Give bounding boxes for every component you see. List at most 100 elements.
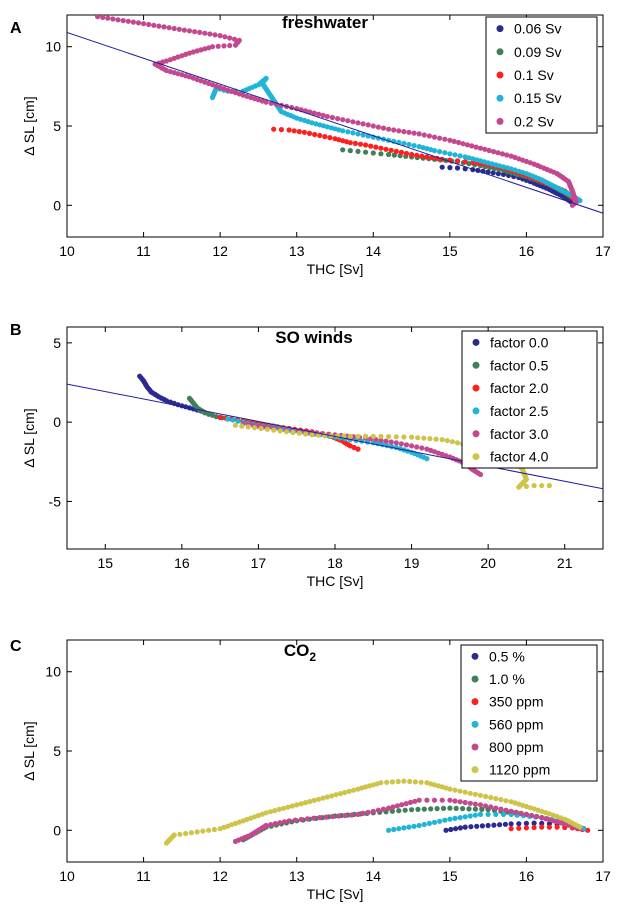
- data-point: [531, 483, 537, 489]
- data-point: [477, 802, 484, 808]
- data-point: [290, 429, 296, 435]
- data-point: [311, 797, 317, 804]
- data-point: [324, 113, 330, 120]
- data-point: [383, 146, 389, 152]
- data-point: [105, 15, 111, 21]
- data-point: [388, 147, 394, 153]
- data-point: [393, 434, 399, 440]
- data-point: [264, 426, 270, 432]
- data-point: [477, 811, 484, 818]
- data-point: [569, 202, 576, 208]
- data-point: [416, 144, 422, 150]
- data-point: [263, 810, 269, 816]
- data-point: [454, 165, 461, 171]
- data-point: [462, 824, 468, 830]
- data-point: [477, 471, 484, 478]
- legend-box: [460, 644, 598, 782]
- data-point: [439, 164, 445, 170]
- data-point: [342, 789, 348, 796]
- data-point: [462, 789, 468, 795]
- data-point: [447, 137, 453, 143]
- legend-label: 0.09 Sv: [514, 44, 561, 60]
- data-point: [468, 824, 474, 830]
- data-point: [217, 826, 223, 832]
- data-point: [412, 779, 418, 785]
- data-point: [340, 117, 346, 123]
- legend-marker: [472, 361, 480, 369]
- data-point: [493, 805, 499, 811]
- data-point: [255, 97, 261, 103]
- data-point: [252, 425, 258, 431]
- data-point: [368, 143, 374, 149]
- series-4: [232, 797, 583, 845]
- data-point: [171, 832, 177, 838]
- data-point: [297, 116, 304, 122]
- legend-label: factor 0.5: [490, 357, 549, 373]
- data-point: [230, 417, 236, 423]
- data-point: [202, 79, 208, 85]
- panel-c: 10 11 12 13 14 15 16 17 0 5 10 THC [Sv] Δ SL [cm] C CO…: [10, 638, 611, 902]
- data-point: [442, 136, 448, 142]
- y-tick-label: 0: [53, 822, 61, 838]
- data-point: [283, 429, 290, 435]
- data-point: [447, 797, 453, 803]
- data-point: [389, 808, 395, 814]
- data-point: [452, 787, 458, 793]
- data-point: [516, 484, 522, 490]
- data-point: [323, 814, 329, 820]
- legend-marker: [471, 698, 479, 706]
- data-point: [431, 819, 438, 826]
- legend-label: 0.1 Sv: [514, 67, 554, 83]
- data-point: [363, 142, 369, 148]
- data-point: [550, 818, 556, 824]
- data-point: [188, 830, 194, 836]
- legend-marker: [471, 743, 479, 751]
- data-point: [163, 398, 170, 404]
- data-point: [452, 798, 458, 804]
- data-point: [391, 127, 397, 133]
- data-point: [365, 122, 371, 128]
- data-point: [386, 151, 392, 158]
- data-point: [406, 824, 412, 830]
- legend-marker: [496, 25, 504, 33]
- data-point: [342, 812, 348, 819]
- data-point: [449, 439, 455, 445]
- panel-b: 15 16 17 18 19 20 21 -5 0 5 THC [Sv] Δ SL [cm] B SO w…: [10, 322, 604, 589]
- data-point: [390, 804, 396, 810]
- y-tick-label: 0: [53, 414, 61, 430]
- data-point: [406, 141, 412, 148]
- data-point: [401, 129, 407, 135]
- legend-label: factor 3.0: [490, 426, 549, 442]
- data-point: [500, 171, 507, 177]
- data-point: [324, 124, 330, 130]
- legend-marker: [471, 720, 479, 728]
- data-point: [479, 823, 485, 829]
- data-point: [263, 99, 269, 105]
- data-point: [278, 127, 284, 133]
- data-point: [386, 805, 392, 811]
- data-point: [396, 826, 402, 832]
- legend-label: factor 2.0: [490, 380, 549, 396]
- data-point: [206, 45, 212, 51]
- x-tick-label: 19: [404, 555, 420, 571]
- data-point: [431, 797, 438, 803]
- data-point: [211, 826, 217, 833]
- data-point: [498, 806, 504, 812]
- data-point: [166, 25, 172, 31]
- x-tick-label: 14: [365, 868, 381, 884]
- legend-label: factor 0.0: [490, 334, 549, 350]
- x-tick-label: 12: [212, 868, 228, 884]
- data-point: [311, 110, 317, 116]
- legend: factor 0.0 factor 0.5 factor 2.0 factor 2.5…: [461, 330, 598, 469]
- data-point: [508, 808, 514, 814]
- legend-label: factor 4.0: [490, 449, 549, 465]
- data-point: [539, 483, 545, 489]
- data-point: [365, 809, 371, 815]
- data-point: [453, 805, 459, 812]
- data-point: [207, 31, 213, 37]
- data-point: [554, 824, 560, 830]
- data-point: [457, 788, 463, 794]
- data-point: [431, 782, 438, 788]
- y-axis-label: Δ SL [cm]: [21, 408, 37, 467]
- data-point: [346, 788, 352, 794]
